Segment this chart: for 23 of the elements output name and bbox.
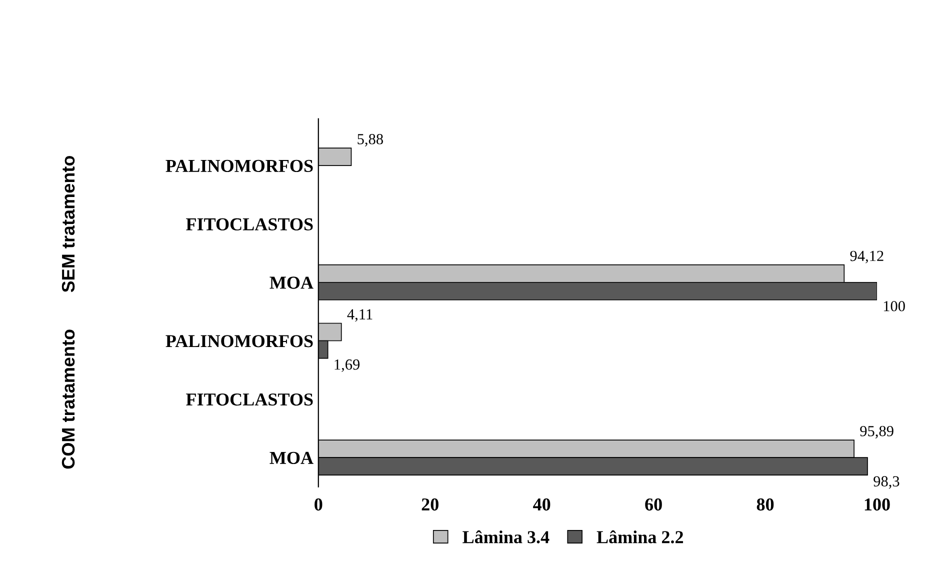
legend-label: Lâmina 2.2: [596, 530, 684, 544]
x-tick-label: 60: [645, 498, 662, 511]
data-label: 98,3: [874, 476, 900, 489]
x-tick-label: 0: [314, 498, 322, 511]
text: COM tratamento: [62, 330, 75, 469]
data-label: 4,11: [347, 309, 372, 322]
y-tick-label: PALINOMORFOS: [166, 160, 313, 172]
legend-label: Lâmina 3.4: [462, 530, 550, 544]
data-label: 94,12: [850, 250, 884, 264]
y-tick-label: FITOCLASTOS: [186, 393, 313, 406]
y-tick-label: PALINOMORFOS: [166, 335, 313, 348]
y-tick-label: MOA: [270, 452, 314, 464]
data-label: 100: [884, 300, 905, 312]
y-tick-label: FITOCLASTOS: [186, 218, 313, 230]
x-tick-label: 100: [864, 498, 890, 511]
data-label: 95,89: [860, 426, 894, 438]
x-tick-label: 40: [533, 498, 550, 511]
data-label: 1,69: [334, 359, 360, 372]
x-tick-label: 80: [756, 498, 774, 511]
y-tick-label: MOA: [270, 276, 314, 289]
x-tick-label: 20: [422, 498, 438, 511]
data-label: 5,88: [358, 134, 383, 146]
text: SEM tratamento: [62, 156, 75, 292]
